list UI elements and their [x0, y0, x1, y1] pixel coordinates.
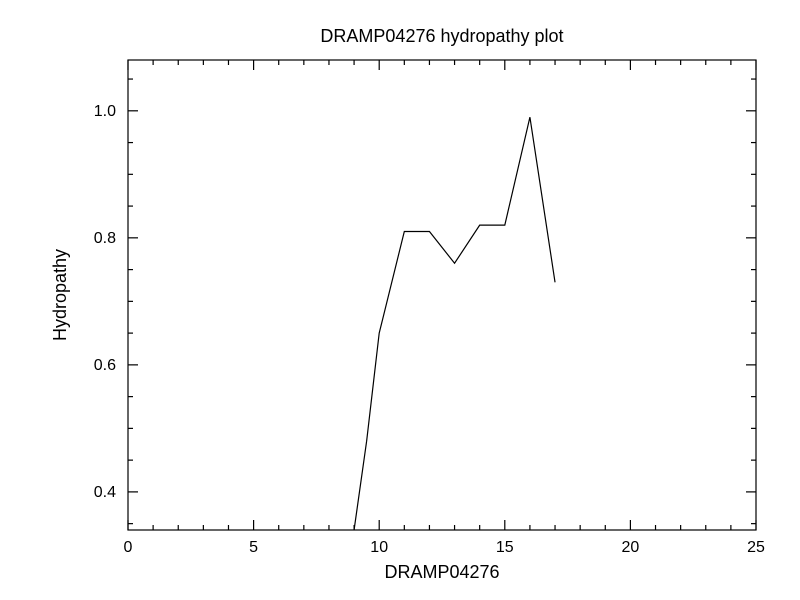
hydropathy-line-chart: 0 5 10 15 20 25 0.4 0.6 0.8 1.0 DRAMP04276 hydropa… [0, 0, 800, 600]
x-tick-label: 0 [124, 539, 133, 556]
y-tick-label: 1.0 [94, 103, 116, 120]
x-tick-label: 20 [622, 539, 640, 556]
chart-title: DRAMP04276 hydropathy plot [320, 26, 563, 46]
chart-container: 0 5 10 15 20 25 0.4 0.6 0.8 1.0 DRAMP04276 hydropa… [0, 0, 800, 600]
y-tick-label: 0.8 [94, 230, 116, 247]
x-tick-label: 5 [249, 539, 258, 556]
y-tick-label: 0.6 [94, 357, 116, 374]
x-tick-label: 15 [496, 539, 514, 556]
x-tick-label: 10 [370, 539, 388, 556]
x-axis-label: DRAMP04276 [384, 562, 499, 582]
x-tick-label: 25 [747, 539, 765, 556]
y-axis-label: Hydropathy [50, 249, 70, 341]
plot-border [128, 60, 756, 530]
data-line [354, 117, 555, 530]
y-tick-label: 0.4 [94, 484, 116, 501]
